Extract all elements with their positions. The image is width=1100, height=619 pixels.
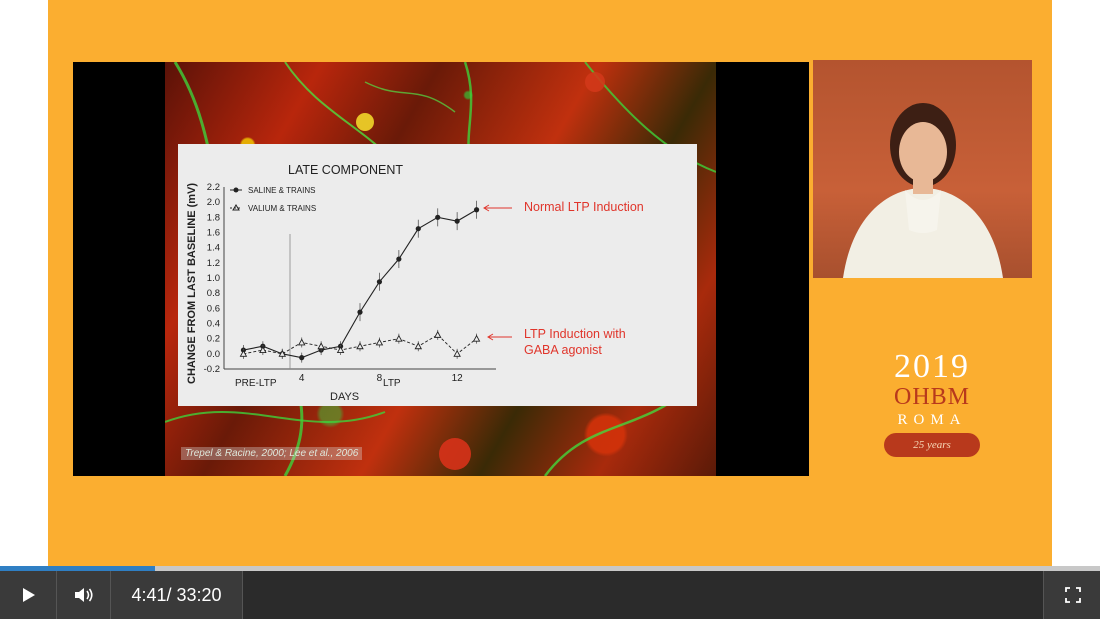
chart-marks [239, 200, 481, 363]
logo-year: 2019 [894, 348, 970, 385]
legend-saline: SALINE & TRAINS [248, 186, 315, 195]
duration: 33:20 [176, 585, 222, 605]
valium-point [395, 334, 403, 342]
video-frame[interactable]: Trepel & Racine, 2000; Lee et al., 2006 … [48, 0, 1052, 566]
annotation-gaba-line1: LTP Induction with [524, 327, 626, 341]
time-separator: / [166, 585, 177, 605]
annotation-normal-ltp: Normal LTP Induction [524, 200, 644, 214]
neuron-fibers [165, 62, 716, 476]
y-tick-label: 2.0 [207, 197, 220, 208]
y-tick-label: 0.6 [207, 303, 220, 314]
valium-point [336, 346, 345, 353]
saline-point [454, 218, 460, 224]
volume-button[interactable] [57, 571, 111, 619]
y-axis-label: CHANGE FROM LAST BASELINE (mV) [186, 183, 198, 384]
play-button[interactable] [0, 571, 57, 619]
y-tick-label: 1.2 [207, 258, 220, 269]
play-icon [23, 588, 35, 602]
logo-org: OHBM [893, 384, 970, 410]
valium-point [259, 346, 267, 353]
x-tick-label: 8 [377, 373, 383, 384]
x-tick-label: 4 [299, 373, 305, 384]
valium-point [278, 349, 287, 357]
valium-point [375, 338, 384, 346]
y-tick-label: 0.8 [207, 288, 220, 299]
y-tick-label: 0.0 [207, 349, 220, 360]
saline-point [396, 256, 402, 262]
saline-point [473, 207, 480, 213]
logo-city: ROMA [897, 412, 967, 428]
saline-point [435, 214, 441, 220]
speaker-webcam [813, 60, 1032, 278]
x-axis-label: DAYS [330, 391, 359, 403]
saline-point [415, 226, 421, 232]
saline-point [357, 309, 363, 315]
progress-fill [0, 566, 155, 571]
valium-point [414, 342, 423, 350]
current-time: 4:41 [131, 585, 167, 605]
ltp-label: LTP [383, 378, 401, 389]
ltp-figure: LATE COMPONENT CHANGE FROM LAST BASELINE… [178, 144, 697, 406]
time-display: 4:41/ 33:20 [111, 571, 243, 619]
annotation-gaba-line2: GABA agonist [524, 343, 602, 357]
valium-point [356, 342, 364, 350]
x-tick-labels: 4 8 12 [299, 373, 463, 384]
valium-point [239, 349, 248, 357]
y-tick-label: 0.2 [207, 334, 220, 345]
progress-bar[interactable] [0, 566, 1100, 571]
valium-point [297, 338, 306, 346]
y-tick-label: 1.0 [207, 273, 220, 284]
ohbm-logo: 2019 OHBM ROMA 25 years [880, 350, 984, 470]
logo-ribbon: 25 years [884, 433, 980, 457]
speaker-portrait [843, 103, 1003, 278]
x-tick-label: 12 [452, 373, 464, 384]
y-tick-label: 1.8 [207, 212, 220, 223]
y-tick-label: -0.2 [204, 364, 220, 375]
ltp-chart: LATE COMPONENT CHANGE FROM LAST BASELINE… [186, 163, 512, 403]
y-tick-labels: 2.2 2.0 1.8 1.6 1.4 1.2 1.0 0.8 0.6 0.4 0.2 0.0 -0.2 [204, 182, 220, 375]
valium-point [472, 334, 481, 342]
pre-ltp-label: PRE-LTP [235, 378, 277, 389]
y-tick-label: 2.2 [207, 182, 220, 193]
valium-point [433, 330, 442, 338]
y-tick-label: 0.4 [207, 319, 220, 330]
fullscreen-button[interactable] [1043, 571, 1100, 619]
volume-icon [74, 588, 93, 602]
y-tick-label: 1.6 [207, 228, 220, 239]
slide-panel: Trepel & Racine, 2000; Lee et al., 2006 … [73, 62, 809, 476]
legend: SALINE & TRAINS VALIUM & TRAINS [230, 186, 316, 213]
valium-point [453, 349, 461, 357]
saline-point [299, 355, 305, 361]
y-tick-label: 1.4 [207, 243, 220, 254]
series-line-saline [243, 209, 477, 359]
player-controls: 4:41/ 33:20 [0, 566, 1100, 619]
saline-point [376, 279, 383, 285]
chart-title: LATE COMPONENT [288, 163, 403, 177]
fullscreen-icon [1064, 587, 1081, 603]
valium-point [317, 342, 325, 350]
citation: Trepel & Racine, 2000; Lee et al., 2006 [181, 447, 363, 460]
legend-valium: VALIUM & TRAINS [248, 204, 316, 213]
